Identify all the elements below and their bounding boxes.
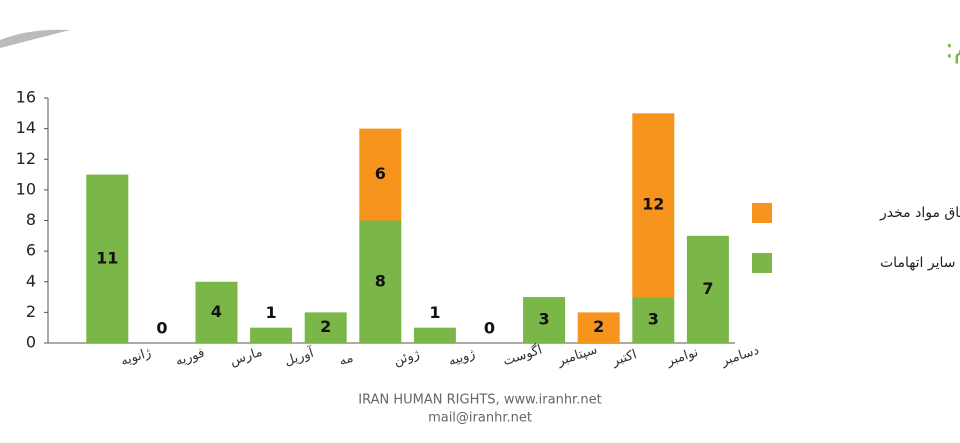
legend-label: قاچاق مواد مخدر [879, 205, 960, 221]
y-tick-label: 4 [26, 271, 36, 290]
x-tick-label: ژوئن [392, 347, 421, 369]
bar [359, 220, 402, 343]
y-tick-label: 6 [26, 241, 36, 260]
data-label: 6 [375, 164, 386, 183]
y-tick-label: 0 [26, 333, 36, 352]
data-label: 11 [96, 248, 118, 267]
y-tick-label: 12 [16, 149, 36, 168]
x-tick-label: سپتامبر [555, 342, 599, 369]
data-label: 8 [375, 271, 386, 290]
bar [304, 312, 347, 343]
data-label: 1 [266, 303, 277, 322]
bar [195, 281, 238, 343]
data-label: 0 [156, 319, 167, 338]
footer: IRAN HUMAN RIGHTS, www.iranhr.net [358, 393, 601, 408]
data-label: 0 [484, 319, 495, 338]
bar [577, 312, 620, 343]
bar [359, 128, 402, 221]
bar [632, 297, 675, 343]
bar [686, 235, 729, 343]
legend-label: سایر اتهامات [880, 255, 956, 271]
chart-title: تفکیک ماهانه اعدام های ملاعام: [945, 35, 960, 65]
bar [632, 113, 675, 298]
legend-swatch [752, 203, 772, 223]
x-tick-label: ژانویه [119, 345, 153, 369]
legend-swatch [752, 253, 772, 273]
x-tick-label: مارس [228, 345, 264, 369]
x-tick-label: نوامبر [664, 345, 700, 369]
data-label: 3 [539, 310, 550, 329]
x-tick-label: ژوییه [447, 346, 477, 369]
footer: mail@iranhr.net [428, 411, 532, 426]
x-tick-label: اگوست [501, 341, 544, 369]
y-tick-label: 10 [16, 179, 36, 198]
data-label: 2 [593, 317, 604, 336]
y-tick-label: 2 [26, 302, 36, 321]
data-label: 3 [648, 310, 659, 329]
data-label: 1 [429, 303, 440, 322]
y-tick-label: 14 [16, 118, 36, 137]
decoration [0, 29, 70, 48]
bar [413, 327, 456, 343]
bar [86, 174, 129, 343]
x-tick-label: اکتبر [609, 347, 638, 369]
data-label: 4 [211, 302, 222, 321]
x-tick-label: فوریه [174, 346, 207, 369]
data-label: 2 [320, 317, 331, 336]
data-label: 7 [702, 279, 713, 298]
bar [523, 297, 566, 343]
y-tick-label: 16 [16, 88, 36, 107]
data-label: 12 [642, 195, 664, 214]
x-tick-label: آوریل [282, 343, 317, 369]
x-tick-label: دسامبر [719, 343, 762, 370]
bar [250, 327, 293, 343]
x-tick-label: مه [337, 351, 355, 370]
y-tick-label: 8 [26, 210, 36, 229]
